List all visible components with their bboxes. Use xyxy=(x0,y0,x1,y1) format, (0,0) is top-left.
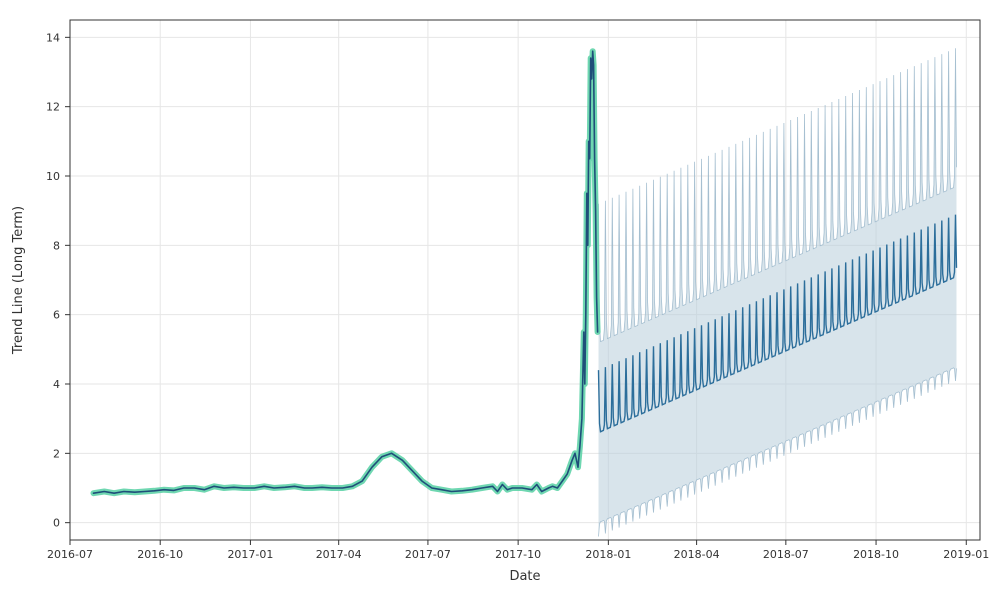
x-tick-label: 2016-10 xyxy=(137,548,183,561)
y-tick-label: 12 xyxy=(46,101,60,114)
x-tick-label: 2018-10 xyxy=(853,548,899,561)
x-tick-label: 2017-04 xyxy=(316,548,362,561)
x-tick-label: 2018-01 xyxy=(585,548,631,561)
forecast-chart: 2016-07 2016-10 2017-01 2017-04 2017-07 2017-… xyxy=(0,0,1000,600)
x-tick-label: 2019-01 xyxy=(943,548,989,561)
y-axis-label: Trend Line (Long Term) xyxy=(11,206,26,355)
x-tick-label: 2016-07 xyxy=(47,548,93,561)
y-tick-label: 4 xyxy=(53,378,60,391)
y-tick-label: 6 xyxy=(53,309,60,322)
historical-halo xyxy=(94,51,598,493)
y-tick-label: 8 xyxy=(53,239,60,252)
x-tick-label: 2017-01 xyxy=(227,548,273,561)
x-tick-label: 2018-07 xyxy=(763,548,809,561)
x-tick-label: 2018-04 xyxy=(674,548,720,561)
historical-line xyxy=(94,51,598,493)
chart-canvas: 2016-07 2016-10 2017-01 2017-04 2017-07 2017-… xyxy=(0,0,1000,600)
x-tick-label: 2017-07 xyxy=(405,548,451,561)
y-tick-label: 2 xyxy=(53,447,60,460)
x-axis-label: Date xyxy=(509,569,540,584)
y-tick-label: 0 xyxy=(53,517,60,530)
y-tick-label: 10 xyxy=(46,170,60,183)
x-tick-label: 2017-10 xyxy=(495,548,541,561)
y-tick-label: 14 xyxy=(46,31,60,44)
